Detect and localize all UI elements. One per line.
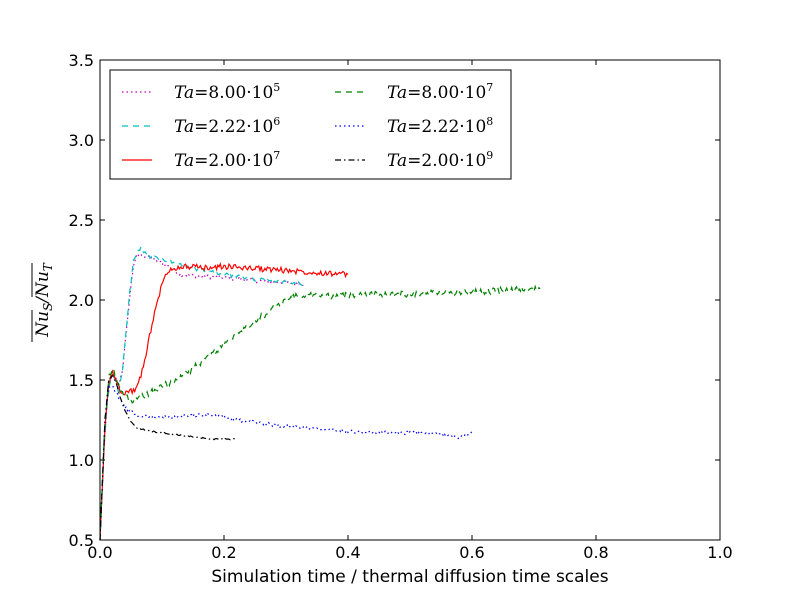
series-line-4 [99, 385, 473, 541]
legend-label-mant: 2.00·10 [421, 151, 486, 171]
legend-label-exp: 6 [273, 115, 280, 128]
legend-label-base: Ta [174, 117, 194, 137]
y-label-num: Nu [33, 311, 53, 338]
series-line-3 [99, 284, 541, 541]
y-label-den-sub: T [41, 262, 55, 271]
legend-label-2: Ta=2.00·107 [174, 149, 280, 171]
x-tick-label: 0.2 [211, 543, 236, 562]
x-tick-label: 0.6 [459, 543, 484, 562]
y-axis-label: NuS/NuT [31, 262, 55, 342]
y-tick-label: 3.5 [69, 51, 94, 70]
y-label-den: Nu [33, 271, 53, 298]
series-layer [99, 245, 541, 541]
legend-label-exp: 8 [486, 115, 493, 128]
legend: Ta=8.00·105Ta=2.22·106Ta=2.00·107Ta=8.00… [109, 69, 512, 180]
legend-label-eq: = [194, 151, 208, 171]
legend-label-4: Ta=2.22·108 [387, 115, 493, 137]
x-tick-label: 1.0 [707, 543, 732, 562]
legend-label-3: Ta=8.00·107 [387, 81, 493, 103]
y-label-slash: / [33, 295, 53, 305]
legend-label-eq: = [407, 151, 421, 171]
series-line-0 [99, 252, 306, 541]
legend-label-eq: = [407, 117, 421, 137]
y-tick-label: 1.5 [69, 371, 94, 390]
ticks-layer: 0.0 0.2 0.4 0.6 0.8 1.0 0.5 1.0 1.5 2.0 2.5 3.0 3.5 [69, 51, 733, 562]
series-line-5 [99, 374, 237, 541]
legend-label-eq: = [194, 83, 208, 103]
svg-text:NuS/NuT: NuS/NuT [33, 262, 55, 338]
legend-label-base: Ta [387, 83, 407, 103]
legend-label-base: Ta [174, 151, 194, 171]
x-axis-label: Simulation time / thermal diffusion time… [211, 567, 608, 587]
legend-label-eq: = [407, 83, 421, 103]
legend-label-base: Ta [387, 151, 407, 171]
y-tick-label: 2.0 [69, 291, 94, 310]
y-label-num-sub: S [41, 303, 55, 311]
series-line-2 [99, 262, 349, 541]
x-tick-label: 0.0 [87, 543, 112, 562]
y-tick-label: 0.5 [69, 531, 94, 550]
legend-label-mant: 2.00·10 [208, 151, 273, 171]
legend-label-base: Ta [387, 117, 407, 137]
legend-label-exp: 7 [486, 81, 493, 94]
legend-label-exp: 5 [273, 81, 280, 94]
legend-label-1: Ta=2.22·106 [174, 115, 280, 137]
x-tick-label: 0.4 [335, 543, 360, 562]
legend-label-mant: 2.22·10 [421, 117, 486, 137]
legend-box [109, 69, 512, 180]
legend-label-5: Ta=2.00·109 [387, 149, 493, 171]
legend-label-base: Ta [174, 83, 194, 103]
legend-label-mant: 8.00·10 [421, 83, 486, 103]
y-tick-label: 1.0 [69, 451, 94, 470]
x-tick-label: 0.8 [583, 543, 608, 562]
legend-label-0: Ta=8.00·105 [174, 81, 280, 103]
legend-label-eq: = [194, 117, 208, 137]
legend-label-exp: 7 [273, 149, 280, 162]
y-tick-label: 2.5 [69, 211, 94, 230]
legend-label-mant: 2.22·10 [208, 117, 273, 137]
legend-label-exp: 9 [486, 149, 493, 162]
y-tick-label: 3.0 [69, 131, 94, 150]
legend-label-mant: 8.00·10 [208, 83, 273, 103]
